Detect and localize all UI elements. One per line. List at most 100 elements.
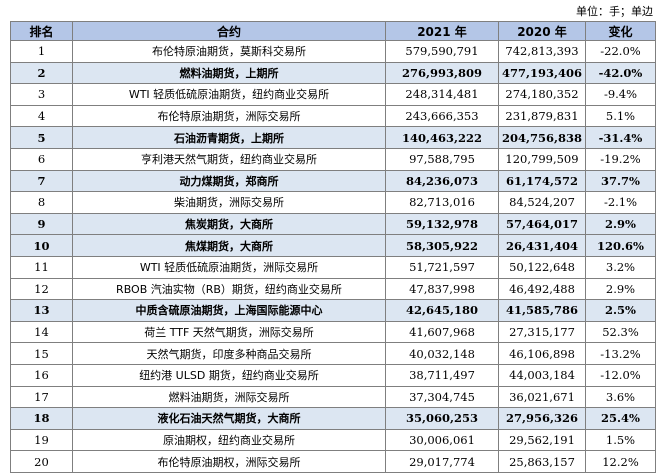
table-body: 1 布伦特原油期货，莫斯科交易所 579,590,791 742,813,393 -22… bbox=[10, 40, 656, 473]
volume-2020-cell: 29,562,191 bbox=[498, 428, 586, 452]
contract-cell: WTI 轻质低硫原油期货，纽约商业交易所 bbox=[72, 83, 386, 106]
header-cell: 排名 bbox=[10, 21, 73, 41]
table-row: 5 石油沥青期货，上期所 140,463,222 204,756,838 -31.4% bbox=[10, 126, 656, 149]
volume-2020-cell: 26,431,404 bbox=[498, 234, 586, 257]
contract-cell: 中质含硫原油期货，上海国际能源中心 bbox=[72, 299, 386, 322]
rank-cell: 6 bbox=[10, 147, 73, 171]
volume-2021-cell: 58,305,922 bbox=[385, 234, 499, 257]
change-cell: -12.0% bbox=[585, 363, 656, 387]
contract-cell: 亨利港天然气期货，纽约商业交易所 bbox=[72, 147, 386, 171]
rank-cell: 14 bbox=[10, 320, 73, 344]
contract-cell: 布伦特原油期货，洲际交易所 bbox=[72, 104, 386, 128]
table-row: 9 焦炭期货，大商所 59,132,978 57,464,017 2.9% bbox=[10, 212, 656, 236]
volume-2020-cell: 46,492,488 bbox=[498, 277, 586, 301]
contract-cell: 荷兰 TTF 天然气期货，洲际交易所 bbox=[72, 320, 386, 344]
rank-cell: 2 bbox=[10, 61, 73, 85]
volume-2020-cell: 44,003,184 bbox=[498, 363, 586, 387]
header-cell: 2020 年 bbox=[498, 21, 586, 41]
change-cell: -9.4% bbox=[585, 83, 656, 106]
table-row: 3 WTI 轻质低硫原油期货，纽约商业交易所 248,314,481 274,180,… bbox=[10, 83, 656, 106]
rank-cell: 20 bbox=[10, 450, 73, 473]
table-row: 11 WTI 轻质低硫原油期货，洲际交易所 51,721,597 50,122,648… bbox=[10, 255, 656, 279]
contract-cell: 纽约港 ULSD 期货，纽约商业交易所 bbox=[72, 363, 386, 387]
volume-2020-cell: 57,464,017 bbox=[498, 212, 586, 236]
table-row: 12 RBOB 汽油实物（RB）期货，纽约商业交易所 47,837,998 46,49… bbox=[10, 277, 656, 301]
volume-2021-cell: 140,463,222 bbox=[385, 126, 499, 149]
header-cell: 2021 年 bbox=[385, 21, 499, 41]
rank-cell: 9 bbox=[10, 212, 73, 236]
rank-cell: 8 bbox=[10, 191, 73, 214]
change-cell: -31.4% bbox=[585, 126, 656, 149]
volume-2021-cell: 276,993,809 bbox=[385, 61, 499, 85]
change-cell: 3.6% bbox=[585, 385, 656, 409]
volume-2021-cell: 40,032,148 bbox=[385, 342, 499, 365]
rank-cell: 4 bbox=[10, 104, 73, 128]
volume-2021-cell: 47,837,998 bbox=[385, 277, 499, 301]
header-cell: 合约 bbox=[72, 21, 386, 41]
change-cell: -42.0% bbox=[585, 61, 656, 85]
volume-2020-cell: 231,879,831 bbox=[498, 104, 586, 128]
volume-2021-cell: 82,713,016 bbox=[385, 191, 499, 214]
volume-2020-cell: 204,756,838 bbox=[498, 126, 586, 149]
volume-2020-cell: 25,863,157 bbox=[498, 450, 586, 473]
change-cell: -22.0% bbox=[585, 40, 656, 63]
volume-2020-cell: 274,180,352 bbox=[498, 83, 586, 106]
table-row: 13 中质含硫原油期货，上海国际能源中心 42,645,180 41,585,786 2… bbox=[10, 299, 656, 322]
contract-cell: WTI 轻质低硫原油期货，洲际交易所 bbox=[72, 255, 386, 279]
table-row: 6 亨利港天然气期货，纽约商业交易所 97,588,795 120,799,509 -1… bbox=[10, 147, 656, 171]
rank-cell: 11 bbox=[10, 255, 73, 279]
unit-note: 单位：手；单边 bbox=[576, 5, 653, 18]
change-cell: 2.9% bbox=[585, 212, 656, 236]
change-cell: 2.9% bbox=[585, 277, 656, 301]
contract-cell: 液化石油天然气期货，大商所 bbox=[72, 407, 386, 430]
rank-cell: 15 bbox=[10, 342, 73, 365]
table-row: 19 原油期权，纽约商业交易所 30,006,061 29,562,191 1.5% bbox=[10, 428, 656, 452]
contract-cell: 石油沥青期货，上期所 bbox=[72, 126, 386, 149]
change-cell: 37.7% bbox=[585, 169, 656, 193]
change-cell: 52.3% bbox=[585, 320, 656, 344]
header-row: 排名 合约 2021 年 2020 年变化 bbox=[10, 21, 656, 41]
volume-2021-cell: 59,132,978 bbox=[385, 212, 499, 236]
volume-2020-cell: 84,524,207 bbox=[498, 191, 586, 214]
volume-2021-cell: 97,588,795 bbox=[385, 147, 499, 171]
table-row: 10 焦煤期货，大商所 58,305,922 26,431,404 120.6% bbox=[10, 234, 656, 257]
volume-2021-cell: 42,645,180 bbox=[385, 299, 499, 322]
volume-2021-cell: 51,721,597 bbox=[385, 255, 499, 279]
contract-cell: 焦煤期货，大商所 bbox=[72, 234, 386, 257]
ranking-table: 排名 合约 2021 年 2020 年变化 1 布伦特原油期货，莫斯科交易所 579,59… bbox=[10, 21, 656, 473]
contract-cell: 天然气期货，印度多种商品交易所 bbox=[72, 342, 386, 365]
volume-2020-cell: 477,193,406 bbox=[498, 61, 586, 85]
volume-2020-cell: 27,956,326 bbox=[498, 407, 586, 430]
contract-cell: 动力煤期货，郑商所 bbox=[72, 169, 386, 193]
change-cell: 25.4% bbox=[585, 407, 656, 430]
table-row: 4 布伦特原油期货，洲际交易所 243,666,353 231,879,831 5.1% bbox=[10, 104, 656, 128]
table-row: 14 荷兰 TTF 天然气期货，洲际交易所 41,607,968 27,315,177… bbox=[10, 320, 656, 344]
volume-2021-cell: 37,304,745 bbox=[385, 385, 499, 409]
volume-2020-cell: 41,585,786 bbox=[498, 299, 586, 322]
table-row: 1 布伦特原油期货，莫斯科交易所 579,590,791 742,813,393 -22… bbox=[10, 40, 656, 63]
rank-cell: 1 bbox=[10, 40, 73, 63]
rank-cell: 17 bbox=[10, 385, 73, 409]
rank-cell: 7 bbox=[10, 169, 73, 193]
rank-cell: 3 bbox=[10, 83, 73, 106]
change-cell: -2.1% bbox=[585, 191, 656, 214]
change-cell: 1.5% bbox=[585, 428, 656, 452]
table-row: 8 柴油期货，洲际交易所 82,713,016 84,524,207 -2.1% bbox=[10, 191, 656, 214]
rank-cell: 18 bbox=[10, 407, 73, 430]
contract-cell: 布伦特原油期货，莫斯科交易所 bbox=[72, 40, 386, 63]
volume-2020-cell: 36,021,671 bbox=[498, 385, 586, 409]
volume-2021-cell: 30,006,061 bbox=[385, 428, 499, 452]
volume-2020-cell: 742,813,393 bbox=[498, 40, 586, 63]
contract-cell: 燃料油期货，洲际交易所 bbox=[72, 385, 386, 409]
volume-2021-cell: 243,666,353 bbox=[385, 104, 499, 128]
volume-2021-cell: 579,590,791 bbox=[385, 40, 499, 63]
contract-cell: RBOB 汽油实物（RB）期货，纽约商业交易所 bbox=[72, 277, 386, 301]
change-cell: 120.6% bbox=[585, 234, 656, 257]
change-cell: -19.2% bbox=[585, 147, 656, 171]
contract-cell: 燃料油期货，上期所 bbox=[72, 61, 386, 85]
change-cell: 12.2% bbox=[585, 450, 656, 473]
header-cell: 变化 bbox=[585, 21, 656, 41]
contract-cell: 原油期权，纽约商业交易所 bbox=[72, 428, 386, 452]
change-cell: 3.2% bbox=[585, 255, 656, 279]
